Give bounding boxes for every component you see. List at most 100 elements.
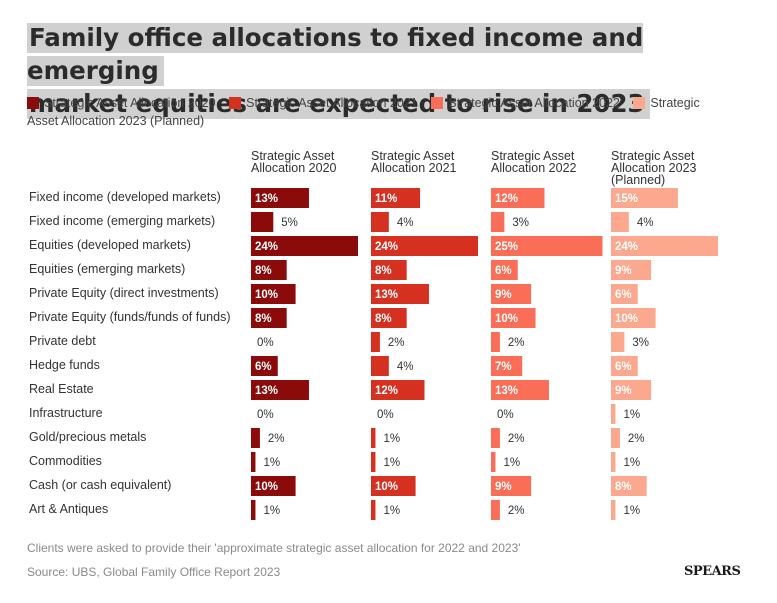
category-label-gold-precious-metals: Gold/precious metals	[29, 430, 146, 444]
series-2-bar-equities-emerging-markets	[371, 260, 407, 280]
series-1-bar-real-estate	[251, 380, 309, 400]
series-4-bar-art-antiques	[611, 500, 616, 520]
series-2-bar-fixed-income-developed-markets	[371, 188, 421, 208]
series-4-bar-real-estate	[611, 380, 652, 400]
series-1-value-label-infrastructure: 0%	[257, 409, 274, 421]
series-1-value-label-fixed-income-developed-markets: 13%	[255, 193, 278, 205]
series-3-bar-commodities	[491, 452, 496, 472]
series-3-bar-fixed-income-developed-markets	[491, 188, 545, 208]
series-4-bar-private-debt	[611, 332, 625, 352]
series-2-value-label-fixed-income-emerging-markets: 4%	[397, 217, 414, 229]
series-3-value-label-fixed-income-developed-markets: 12%	[495, 193, 518, 205]
series-2-value-label-equities-emerging-markets: 8%	[375, 265, 392, 277]
series-3-bar-art-antiques	[491, 500, 500, 520]
legend-swatch-2023	[633, 97, 646, 109]
series-3-value-label-infrastructure: 0%	[497, 409, 514, 421]
category-label-art-antiques: Art & Antiques	[29, 502, 108, 516]
category-label-hedge-funds: Hedge funds	[29, 358, 100, 372]
series-2-value-label-private-equity-funds-funds-of-funds: 8%	[375, 313, 392, 325]
legend-item-2022: Strategic Asset Allocation 2022	[431, 96, 620, 110]
legend-label-2021: Strategic Asset Allocation 2021	[246, 96, 418, 110]
series-2-bar-private-debt	[371, 332, 380, 352]
series-1-bar-fixed-income-emerging-markets	[251, 212, 274, 232]
series-3-value-label-real-estate: 13%	[495, 385, 518, 397]
series-4-value-label-art-antiques: 1%	[623, 505, 640, 517]
series-1-bar-fixed-income-developed-markets	[251, 188, 309, 208]
series-4-header-line-1: Strategic Asset	[611, 149, 695, 163]
series-3-bar-equities-developed-markets	[491, 236, 603, 256]
series-1-bar-art-antiques	[251, 500, 256, 520]
series-4-value-label-fixed-income-emerging-markets: 4%	[637, 217, 654, 229]
series-1-header-line-2: Allocation 2020	[251, 161, 337, 175]
series-2-bar-hedge-funds	[371, 356, 389, 376]
series-4-value-label-infrastructure: 1%	[623, 409, 640, 421]
series-2-bar-private-equity-direct-investments	[371, 284, 429, 304]
series-1-bar-equities-developed-markets	[251, 236, 358, 256]
series-4-bar-equities-emerging-markets	[611, 260, 652, 280]
series-3-value-label-private-equity-direct-investments: 9%	[495, 289, 512, 301]
series-3-bar-fixed-income-emerging-markets	[491, 212, 505, 232]
legend-item-2021: Strategic Asset Allocation 2021	[229, 96, 418, 110]
series-1-bar-hedge-funds	[251, 356, 278, 376]
spears-logo: SPEARS	[684, 564, 741, 579]
series-2-value-label-fixed-income-developed-markets: 11%	[375, 193, 397, 205]
category-label-commodities: Commodities	[29, 454, 102, 468]
category-label-infrastructure: Infrastructure	[29, 406, 103, 420]
legend-label-2020: Strategic Asset Allocation 2020	[44, 96, 216, 110]
series-4-value-label-real-estate: 9%	[615, 385, 632, 397]
series-1-bar-private-equity-direct-investments	[251, 284, 296, 304]
series-4-header-line-3: (Planned)	[611, 173, 665, 187]
category-label-cash-or-cash-equivalent: Cash (or cash equivalent)	[29, 478, 171, 492]
series-3-bar-cash-or-cash-equivalent	[491, 476, 532, 496]
series-4-bar-equities-developed-markets	[611, 236, 718, 256]
series-4-value-label-private-debt: 3%	[632, 337, 649, 349]
series-4-value-label-equities-developed-markets: 24%	[615, 241, 638, 253]
series-3-bar-hedge-funds	[491, 356, 523, 376]
series-4-bar-fixed-income-emerging-markets	[611, 212, 629, 232]
series-1-bar-equities-emerging-markets	[251, 260, 287, 280]
series-4-value-label-gold-precious-metals: 2%	[628, 433, 645, 445]
source-note: Source: UBS, Global Family Office Report…	[27, 565, 281, 579]
series-1-value-label-fixed-income-emerging-markets: 5%	[281, 217, 298, 229]
series-1-value-label-private-equity-funds-funds-of-funds: 8%	[255, 313, 272, 325]
category-label-private-equity-direct-investments: Private Equity (direct investments)	[29, 286, 219, 300]
series-4-bar-commodities	[611, 452, 616, 472]
series-1-value-label-private-equity-direct-investments: 10%	[255, 289, 278, 301]
series-3-value-label-cash-or-cash-equivalent: 9%	[495, 481, 512, 493]
series-3-header-line-1: Strategic Asset	[491, 149, 575, 163]
series-2-value-label-gold-precious-metals: 1%	[383, 433, 400, 445]
series-4-header-line-2: Allocation 2023	[611, 161, 697, 175]
series-1-value-label-commodities: 1%	[263, 457, 280, 469]
series-4-bar-cash-or-cash-equivalent	[611, 476, 647, 496]
series-3-value-label-art-antiques: 2%	[508, 505, 525, 517]
series-2-header-line-1: Strategic Asset	[371, 149, 455, 163]
series-3-bar-real-estate	[491, 380, 549, 400]
series-4-value-label-private-equity-direct-investments: 6%	[615, 289, 632, 301]
series-3-value-label-commodities: 1%	[503, 457, 520, 469]
series-2-header-line-2: Allocation 2021	[371, 161, 457, 175]
series-3-value-label-fixed-income-emerging-markets: 3%	[512, 217, 529, 229]
series-1-bar-private-equity-funds-funds-of-funds	[251, 308, 287, 328]
series-4-bar-fixed-income-developed-markets	[611, 188, 678, 208]
series-3-value-label-hedge-funds: 7%	[495, 361, 512, 373]
category-label-real-estate: Real Estate	[29, 382, 94, 396]
series-4-bar-hedge-funds	[611, 356, 638, 376]
series-2-bar-real-estate	[371, 380, 425, 400]
series-2-bar-art-antiques	[371, 500, 376, 520]
series-4-value-label-cash-or-cash-equivalent: 8%	[615, 481, 632, 493]
series-2-bar-commodities	[371, 452, 376, 472]
legend-item-2020: Strategic Asset Allocation 2020	[27, 96, 216, 110]
series-3-bar-gold-precious-metals	[491, 428, 500, 448]
series-4-value-label-fixed-income-developed-markets: 15%	[615, 193, 638, 205]
legend-label-2023: Strategic Asset Allocation 2023 (Planned…	[27, 96, 700, 128]
series-2-bar-equities-developed-markets	[371, 236, 478, 256]
series-3-bar-equities-emerging-markets	[491, 260, 518, 280]
series-3-value-label-equities-developed-markets: 25%	[495, 241, 518, 253]
series-2-value-label-commodities: 1%	[383, 457, 400, 469]
series-4-bar-infrastructure	[611, 404, 616, 424]
series-3-value-label-gold-precious-metals: 2%	[508, 433, 525, 445]
footnote: Clients were asked to provide their 'app…	[27, 541, 521, 555]
category-label-equities-developed-markets: Equities (developed markets)	[29, 238, 191, 252]
series-1-value-label-equities-developed-markets: 24%	[255, 241, 278, 253]
